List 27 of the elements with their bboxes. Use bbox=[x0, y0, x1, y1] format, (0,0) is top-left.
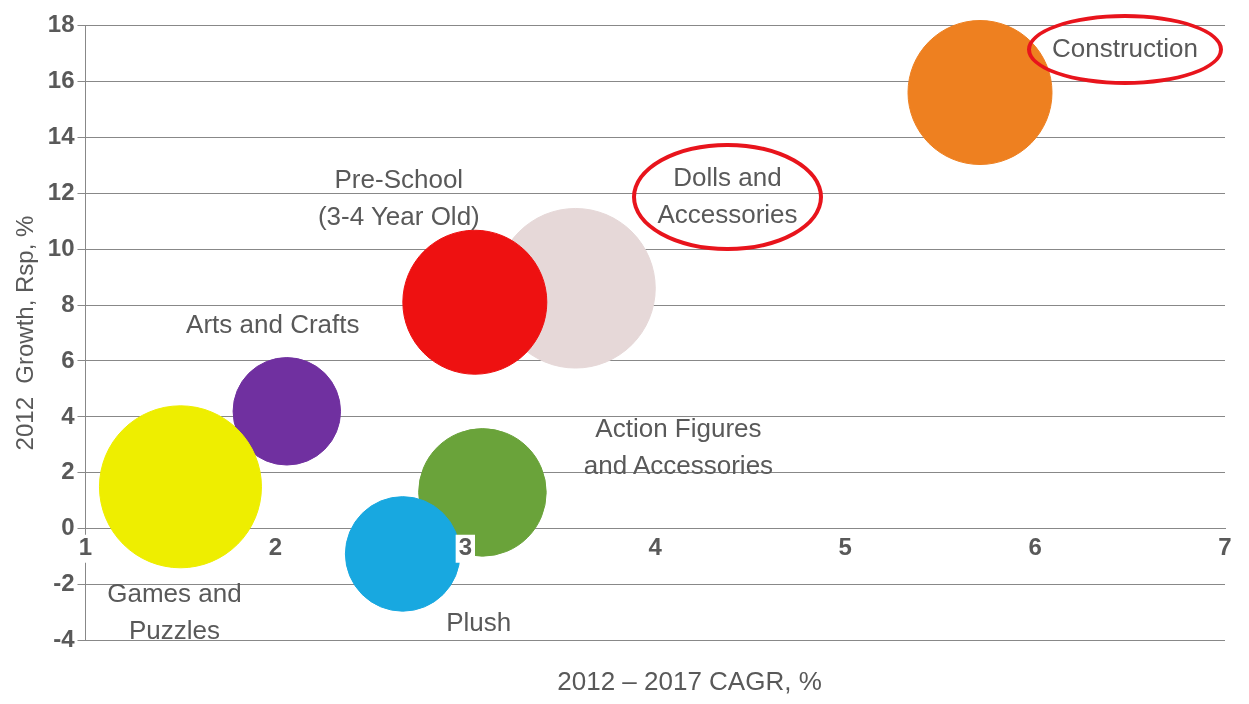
x-tick-label: 6 bbox=[1028, 533, 1042, 561]
y-axis-title: 2012 Growth, Rsp, % bbox=[11, 215, 39, 451]
y-tick-label: 16 bbox=[47, 65, 75, 93]
x-tick-label: 2 bbox=[268, 533, 283, 561]
x-tick-label: 7 bbox=[1218, 533, 1232, 561]
series-label: Dolls and Accessories bbox=[657, 161, 798, 229]
x-tick-label: 1 bbox=[78, 533, 93, 561]
y-tick-label: 18 bbox=[47, 10, 75, 38]
x-tick-label: 4 bbox=[648, 533, 663, 561]
y-tick-label: 10 bbox=[47, 233, 75, 261]
y-tick-label: 6 bbox=[61, 345, 75, 373]
series-label: Pre-School (3-4 Year Old) bbox=[317, 163, 480, 231]
y-tick-label: -4 bbox=[53, 625, 76, 653]
y-tick-label: 2 bbox=[61, 457, 75, 485]
series-label: Construction bbox=[1052, 32, 1198, 63]
series-label: Plush bbox=[446, 607, 512, 638]
y-tick-label: -2 bbox=[53, 569, 75, 597]
y-tick-label: 14 bbox=[47, 121, 76, 149]
x-axis-title: 2012 – 2017 CAGR, % bbox=[556, 666, 823, 697]
y-tick-label: 4 bbox=[61, 401, 76, 429]
x-tick-label: 3 bbox=[458, 533, 473, 561]
y-tick-label: 12 bbox=[47, 177, 75, 205]
series-label: Arts and Crafts bbox=[186, 309, 360, 340]
series-label: Games and Puzzles bbox=[107, 578, 242, 646]
x-tick-label: 5 bbox=[838, 533, 852, 561]
y-tick-label: 8 bbox=[61, 289, 75, 317]
y-tick-label: 0 bbox=[61, 513, 75, 541]
